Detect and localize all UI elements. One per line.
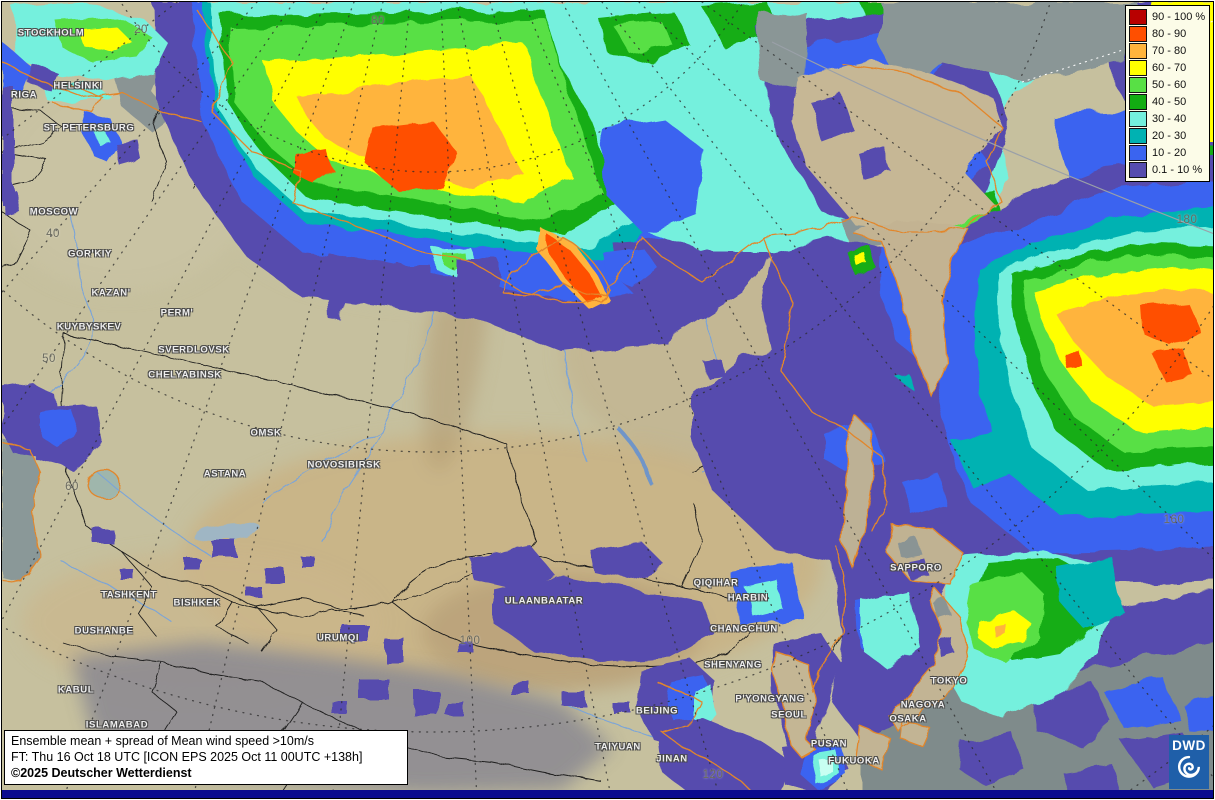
legend-entry: 10 - 20 [1129, 145, 1209, 162]
city-label: NAGOYA [900, 699, 946, 711]
probability-legend: 90 - 100 % 80 - 90 70 - 80 60 - 70 50 - 60 40… [1125, 5, 1210, 182]
legend-entry: 70 - 80 [1129, 42, 1209, 59]
city-label: SEOUL [771, 709, 807, 721]
city-label: KABUL [57, 684, 95, 696]
city-label: ULAANBAATAR [504, 595, 584, 607]
legend-color-chip [1129, 59, 1147, 76]
city-label: PUSAN [810, 738, 848, 750]
legend-label: 60 - 70 [1152, 61, 1187, 74]
city-label: SAPPORO [890, 562, 942, 574]
forecast-time: FT: Thu 16 Oct 18 UTC [ICON EPS 2025 Oct… [11, 750, 363, 764]
legend-color-chip [1129, 8, 1147, 25]
city-label: CHANGCHUN [710, 623, 778, 635]
graticule-label: 50 [42, 353, 56, 365]
legend-label: 50 - 60 [1152, 78, 1187, 91]
city-label: URUMQI [316, 632, 360, 644]
dwd-logo-text: DWD [1172, 738, 1206, 753]
product-title: Ensemble mean + spread of Mean wind spee… [11, 734, 314, 748]
legend-color-chip [1129, 128, 1147, 145]
city-label: CHELYABINSK [148, 369, 222, 381]
legend-color-chip [1129, 145, 1147, 162]
coastlines [2, 9, 1003, 798]
legend-label: 20 - 30 [1152, 130, 1187, 143]
graticule-label: 120 [702, 769, 724, 781]
city-label: OMSK [250, 427, 282, 439]
legend-entry: 90 - 100 % [1129, 8, 1209, 25]
city-label: SHENYANG [704, 659, 762, 671]
city-label: BEIJING [635, 705, 679, 717]
legend-color-chip [1129, 162, 1147, 179]
graticule-label: 40 [46, 228, 60, 240]
legend-color-chip [1129, 111, 1147, 128]
overlay-patches [810, 94, 956, 658]
city-label: FUKUOKA [828, 755, 880, 767]
legend-entry: 80 - 90 [1129, 25, 1209, 42]
graticule-label: 160 [1163, 514, 1185, 526]
legend-color-chip [1129, 94, 1147, 111]
city-label: QIQIHAR [693, 577, 739, 589]
legend-label: 90 - 100 % [1152, 10, 1206, 23]
legend-entry: 40 - 50 [1129, 93, 1209, 111]
graticule-label: 80 [371, 15, 385, 27]
legend-color-chip [1129, 76, 1147, 93]
city-label: ST. PETERSBURG [43, 122, 135, 134]
legend-color-chip [1129, 42, 1147, 59]
city-label: TASHKENT [101, 589, 157, 601]
city-label: TAIYUAN [595, 741, 641, 753]
legend-entry: 0.1 - 10 % [1129, 162, 1209, 179]
graticule-label: 20 [134, 24, 148, 36]
map-bottom-strip [2, 790, 1213, 798]
city-label: RIGA [10, 89, 38, 101]
graticule-label: 60 [65, 481, 79, 493]
city-label: STOCKHOLM [17, 27, 85, 39]
city-label: JINAN [656, 753, 688, 765]
city-label: HARBIN [727, 592, 769, 604]
legend-rows: 90 - 100 % 80 - 90 70 - 80 60 - 70 50 - 60 40… [1129, 8, 1209, 179]
city-label: KUYBYSKEV [56, 321, 122, 333]
legend-label: 40 - 50 [1152, 96, 1187, 109]
city-label: KAZAN' [91, 287, 131, 299]
dotted-parallel [1021, 20, 1213, 83]
legend-label: 30 - 40 [1152, 113, 1187, 126]
city-label: OSAKA [889, 713, 927, 725]
legend-label: 80 - 90 [1152, 27, 1187, 40]
legend-label: 0.1 - 10 % [1152, 164, 1203, 177]
copyright: ©2025 Deutscher Wetterdienst [11, 766, 192, 780]
city-label: DUSHANBE [74, 625, 134, 637]
legend-entry: 30 - 40 [1129, 111, 1209, 128]
graticule-label: 100 [459, 635, 481, 647]
city-label: SVERDLOVSK [158, 344, 230, 356]
legend-label: 10 - 20 [1152, 147, 1187, 160]
dwd-spiral-icon [1177, 755, 1201, 778]
city-label: TOKYO [930, 675, 968, 687]
product-info-box: Ensemble mean + spread of Mean wind spee… [4, 730, 408, 785]
city-label: HELSINKI [53, 80, 103, 92]
legend-label: 70 - 80 [1152, 44, 1187, 57]
graticule-label: 180 [1176, 214, 1198, 226]
city-label: MOSCOW [29, 206, 79, 218]
city-label: GOR'KIY [68, 248, 112, 260]
dwd-logo: DWD [1169, 735, 1209, 789]
legend-entry: 50 - 60 [1129, 76, 1209, 93]
city-label: ASTANA [203, 468, 247, 480]
city-label: NOVOSIBIRSK [307, 459, 381, 471]
city-label: P'YONGYANG [735, 693, 805, 705]
legend-color-chip [1129, 25, 1147, 42]
city-label: BISHKEK [173, 597, 221, 609]
city-label: ISLAMABAD [85, 719, 149, 731]
date-line [771, 41, 1213, 235]
city-label: PERM' [160, 307, 194, 319]
legend-entry: 20 - 30 [1129, 128, 1209, 145]
legend-entry: 60 - 70 [1129, 59, 1209, 76]
